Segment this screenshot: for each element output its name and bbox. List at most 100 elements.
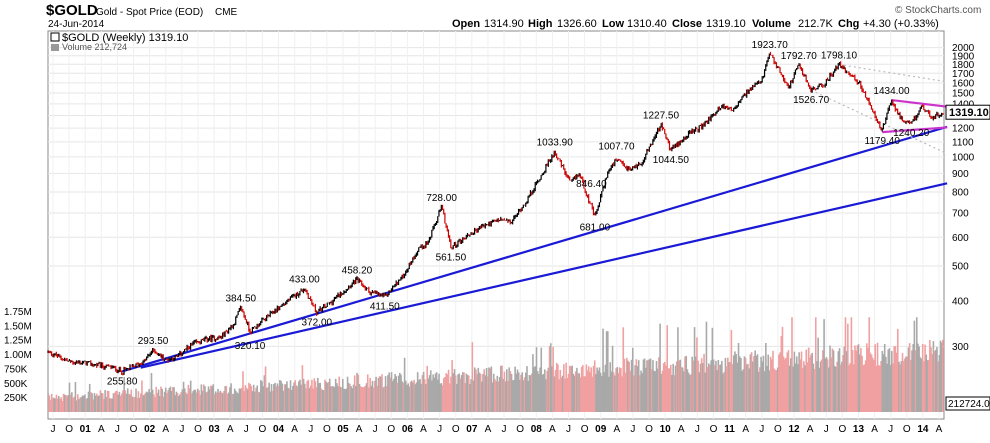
volume-bar	[736, 362, 739, 412]
volume-bar	[445, 373, 447, 412]
volume-bar	[601, 375, 603, 412]
volume-bar	[142, 395, 144, 412]
volume-bar	[830, 357, 833, 412]
volume-bar	[705, 321, 708, 412]
x-tick-label: O	[65, 424, 73, 435]
volume-bar	[504, 381, 507, 412]
volume-bar	[721, 360, 723, 412]
volume-bar	[128, 393, 130, 412]
volume-bar	[97, 395, 99, 412]
volume-bar	[880, 360, 882, 412]
volume-bar	[428, 375, 431, 412]
volume-bar	[216, 392, 218, 412]
volume-bar	[699, 363, 702, 412]
volume-bar	[198, 390, 200, 412]
volume-bar	[621, 376, 623, 412]
volume-bar	[516, 369, 519, 412]
volume-bar	[122, 390, 124, 412]
price-annotation: 681.00	[580, 222, 611, 233]
volume-bar	[342, 378, 344, 412]
volume-bar	[470, 379, 472, 412]
volume-bar	[418, 380, 420, 412]
volume-bar	[812, 363, 815, 412]
x-tick-label: J	[373, 424, 378, 435]
volume-bar	[683, 371, 685, 412]
volume-bar	[362, 387, 364, 412]
volume-bar	[640, 370, 642, 412]
volume-bar	[230, 383, 232, 412]
volume-bar	[308, 388, 311, 412]
volume-bar	[87, 391, 90, 412]
volume-bar	[675, 361, 678, 412]
volume-bar	[117, 394, 120, 412]
volume-bar	[269, 391, 272, 412]
volume-bar	[719, 364, 722, 412]
volume-bar	[687, 372, 690, 412]
legend-candle-icon	[50, 32, 60, 42]
volume-bar	[774, 369, 777, 412]
price-annotation: 384.50	[225, 293, 256, 304]
volume-bar	[73, 396, 76, 412]
volume-bar	[378, 376, 381, 412]
volume-bar	[750, 352, 753, 412]
trendlines	[121, 63, 948, 373]
volume-bar	[519, 379, 521, 412]
volume-bar	[635, 359, 638, 412]
volume-bar	[98, 395, 100, 412]
volume-bar	[845, 351, 848, 412]
volume-bar	[410, 380, 413, 412]
volume-bar	[563, 364, 565, 412]
volume-bar	[242, 371, 244, 412]
volume-bar	[313, 378, 316, 412]
volume-bar	[408, 386, 411, 412]
volume-bar	[393, 378, 395, 412]
volume-bar	[522, 380, 525, 412]
volume-bar	[325, 381, 327, 412]
volume-bar	[256, 385, 259, 412]
volume-bar	[481, 381, 483, 412]
volume-bar	[744, 357, 747, 412]
volume-bar	[147, 392, 149, 412]
x-tick-label: O	[838, 424, 846, 435]
volume-bar	[931, 354, 934, 412]
volume-bar	[406, 384, 408, 412]
volume-bar	[782, 356, 785, 412]
volume-bar	[529, 375, 532, 412]
volume-bar	[857, 344, 860, 412]
volume-bar	[123, 376, 125, 412]
volume-bar	[376, 385, 379, 412]
volume-bar	[48, 395, 51, 412]
volume-bar	[826, 359, 829, 412]
volume-bar	[837, 351, 840, 412]
volume-bar	[571, 365, 573, 412]
volume-bar	[906, 356, 909, 412]
volume-bar	[484, 375, 487, 412]
volume-bar	[692, 360, 695, 412]
volume-bar	[72, 397, 74, 412]
volume-bar	[753, 356, 755, 412]
volume-bar	[649, 358, 652, 412]
volume-bar	[414, 384, 417, 412]
x-tick-label: A	[678, 424, 685, 435]
volume-bar	[778, 354, 780, 412]
volume-bar	[710, 360, 712, 412]
volume-bar	[662, 363, 665, 412]
volume-bar	[643, 358, 646, 412]
x-tick-label: O	[452, 424, 460, 435]
legend-volume-series: Volume 212,724	[62, 42, 127, 52]
volume-bar	[137, 391, 140, 412]
volume-bar	[800, 351, 803, 412]
x-tick-label: O	[516, 424, 524, 435]
volume-bar	[698, 372, 701, 412]
volume-bar	[327, 382, 330, 412]
volume-bar	[940, 342, 943, 412]
volume-bar	[194, 389, 197, 412]
price-annotation: 433.00	[289, 275, 320, 286]
volume-bar	[84, 394, 86, 412]
x-tick-label: J	[566, 424, 571, 435]
volume-bar	[586, 370, 589, 412]
volume-bar	[174, 395, 177, 412]
price-annotation: 846.40	[576, 179, 607, 190]
volume-bar	[279, 380, 281, 412]
